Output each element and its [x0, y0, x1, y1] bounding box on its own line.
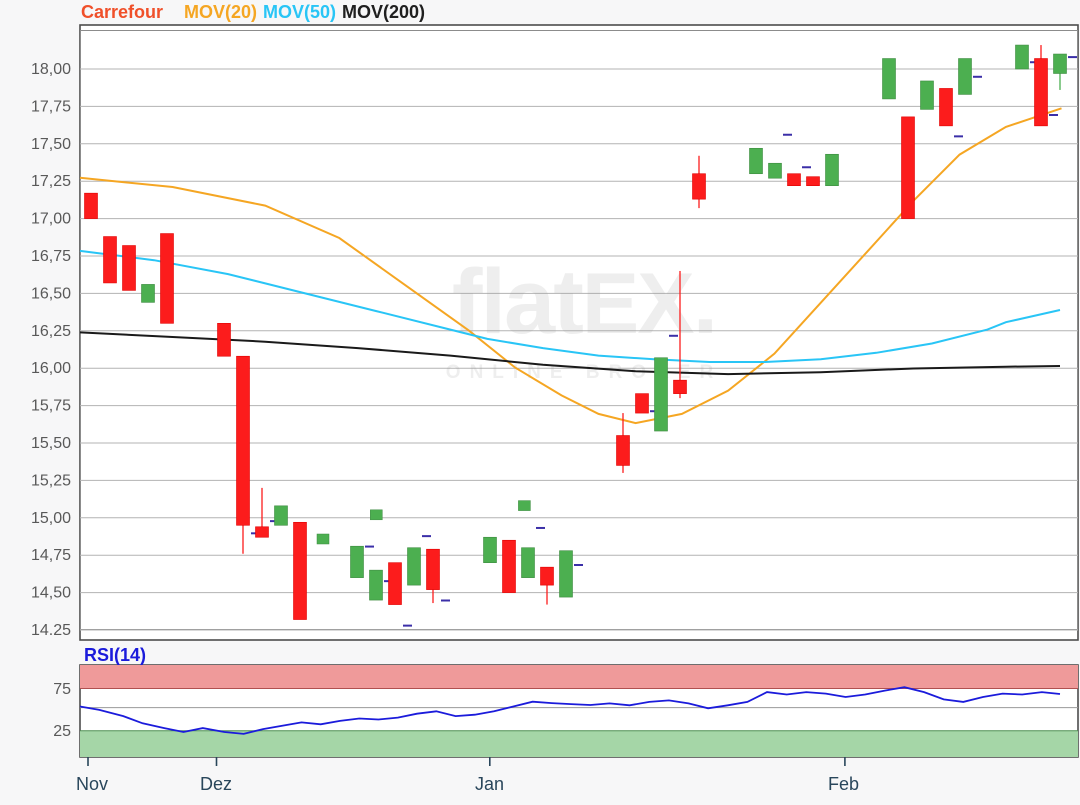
- svg-text:15,50: 15,50: [31, 435, 71, 452]
- svg-text:16,25: 16,25: [31, 323, 71, 340]
- svg-text:Jan: Jan: [475, 774, 504, 794]
- svg-text:16,50: 16,50: [31, 285, 71, 302]
- svg-text:Carrefour: Carrefour: [81, 2, 163, 22]
- svg-text:17,25: 17,25: [31, 173, 71, 190]
- svg-text:MOV(20): MOV(20): [184, 2, 257, 22]
- svg-text:Nov: Nov: [76, 774, 108, 794]
- svg-text:75: 75: [53, 681, 71, 698]
- svg-text:RSI(14): RSI(14): [84, 645, 146, 665]
- svg-text:15,00: 15,00: [31, 510, 71, 527]
- svg-text:MOV(200): MOV(200): [342, 2, 425, 22]
- svg-text:MOV(50): MOV(50): [263, 2, 336, 22]
- svg-text:flatEX.: flatEX.: [452, 251, 716, 353]
- svg-text:14,50: 14,50: [31, 585, 71, 602]
- svg-text:15,75: 15,75: [31, 398, 71, 415]
- svg-text:16,00: 16,00: [31, 360, 71, 377]
- svg-text:17,50: 17,50: [31, 136, 71, 153]
- svg-text:14,75: 14,75: [31, 547, 71, 564]
- svg-text:Dez: Dez: [200, 774, 232, 794]
- svg-text:18,00: 18,00: [31, 61, 71, 78]
- svg-text:17,00: 17,00: [31, 211, 71, 228]
- svg-text:15,25: 15,25: [31, 472, 71, 489]
- svg-text:16,75: 16,75: [31, 248, 71, 265]
- svg-text:14.25: 14.25: [31, 622, 71, 639]
- svg-text:25: 25: [53, 723, 71, 740]
- svg-text:Feb: Feb: [828, 774, 859, 794]
- svg-text:17,75: 17,75: [31, 98, 71, 115]
